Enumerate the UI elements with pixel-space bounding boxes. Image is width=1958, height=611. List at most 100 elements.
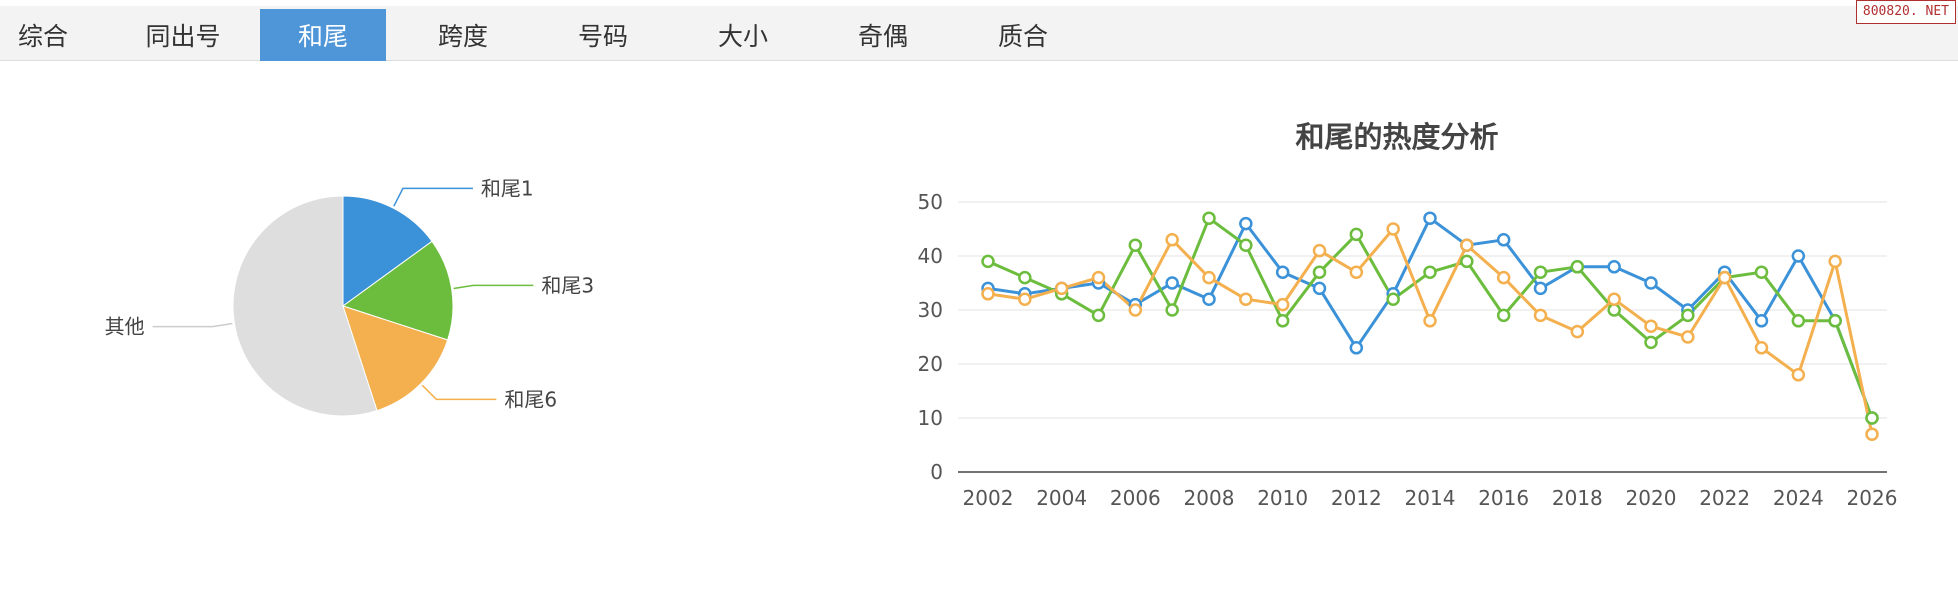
data-point bbox=[1644, 335, 1658, 350]
data-point bbox=[1754, 314, 1769, 328]
x-tick-label: 2004 bbox=[1036, 486, 1087, 510]
data-point bbox=[1386, 292, 1400, 306]
data-point bbox=[1423, 265, 1437, 279]
data-point bbox=[1275, 314, 1290, 328]
data-point bbox=[1423, 314, 1437, 328]
tab-sum-tail[interactable]: 和尾 bbox=[260, 9, 386, 61]
data-point bbox=[1791, 249, 1806, 263]
tab-odd-even[interactable]: 奇偶 bbox=[857, 22, 908, 51]
tab-prime-composite[interactable]: 质合 bbox=[997, 22, 1048, 51]
pie-label: 和尾1 bbox=[481, 176, 534, 200]
pie-slice bbox=[341, 240, 454, 341]
data-point bbox=[1828, 254, 1842, 269]
x-tick-label: 2018 bbox=[1552, 486, 1603, 510]
x-tick-label: 2012 bbox=[1331, 486, 1382, 510]
data-point bbox=[1128, 303, 1143, 317]
pie-label: 和尾6 bbox=[504, 387, 557, 411]
data-point bbox=[1165, 276, 1179, 290]
data-point bbox=[1644, 276, 1658, 290]
data-point bbox=[1349, 265, 1364, 279]
tab-number[interactable]: 号码 bbox=[577, 22, 628, 51]
data-point bbox=[1607, 292, 1621, 306]
data-point bbox=[1054, 281, 1069, 296]
data-point bbox=[1460, 238, 1474, 252]
pie-leader-line bbox=[152, 322, 233, 328]
data-point bbox=[1312, 243, 1327, 258]
data-point bbox=[1496, 233, 1511, 247]
site-watermark: 800820. NET bbox=[1855, 0, 1956, 24]
pie-chart: 和尾1 和尾3 和尾6 其他 bbox=[105, 176, 594, 417]
data-point bbox=[1570, 260, 1585, 274]
data-point bbox=[1681, 308, 1695, 323]
data-point bbox=[1533, 265, 1548, 279]
tab-big-small[interactable]: 大小 bbox=[717, 22, 768, 51]
data-point bbox=[1312, 281, 1327, 296]
data-point bbox=[1091, 308, 1106, 323]
data-point bbox=[981, 287, 995, 301]
data-point bbox=[1386, 222, 1400, 236]
data-point bbox=[1607, 303, 1621, 317]
x-tick-label: 2010 bbox=[1257, 486, 1308, 510]
data-point bbox=[1312, 265, 1327, 279]
data-point bbox=[1791, 314, 1806, 328]
x-tick-label: 2008 bbox=[1184, 486, 1235, 510]
data-point bbox=[1275, 297, 1290, 312]
line-chart: 和尾的热度分析 0 10 20 30 40 50 2002 2004 2006 2008 2010 2… bbox=[918, 120, 1898, 510]
y-tick-label: 10 bbox=[918, 406, 943, 430]
pie-leader-line bbox=[453, 284, 534, 290]
x-tick-label: 2020 bbox=[1626, 486, 1677, 510]
pie-label: 其他 bbox=[105, 315, 145, 339]
data-point bbox=[1239, 292, 1253, 306]
data-point bbox=[1865, 411, 1879, 425]
data-point bbox=[1460, 254, 1474, 269]
x-tick-label: 2016 bbox=[1478, 486, 1529, 510]
data-point bbox=[1275, 265, 1290, 279]
data-point bbox=[1533, 308, 1548, 323]
data-point bbox=[1239, 238, 1253, 252]
pie-slice bbox=[342, 305, 449, 412]
data-point bbox=[1349, 227, 1364, 242]
data-point bbox=[1644, 319, 1658, 333]
data-point bbox=[1865, 427, 1879, 441]
data-point bbox=[1165, 233, 1179, 247]
data-point bbox=[1091, 270, 1106, 285]
x-tick-label: 2022 bbox=[1699, 486, 1750, 510]
data-point bbox=[1607, 260, 1621, 274]
data-point bbox=[1349, 341, 1364, 355]
pie-label: 和尾3 bbox=[541, 273, 594, 297]
data-point bbox=[1681, 330, 1695, 344]
data-point bbox=[1754, 265, 1769, 279]
x-tick-label: 2006 bbox=[1110, 486, 1161, 510]
y-tick-label: 30 bbox=[918, 298, 943, 322]
data-point bbox=[1496, 270, 1511, 285]
tab-same-number[interactable]: 同出号 bbox=[145, 22, 221, 51]
data-point bbox=[1791, 368, 1806, 382]
data-point bbox=[1570, 324, 1585, 339]
data-point bbox=[1018, 292, 1032, 306]
x-tick-label: 2024 bbox=[1773, 486, 1824, 510]
tab-bar: 综合 同出号 和尾 跨度 号码 大小 奇偶 质合 bbox=[0, 6, 1958, 61]
pie-leader-line bbox=[421, 384, 497, 401]
data-point bbox=[1202, 211, 1216, 225]
data-point bbox=[981, 254, 995, 269]
data-point bbox=[1239, 216, 1253, 231]
data-point bbox=[1202, 292, 1216, 306]
series-line bbox=[987, 227, 1874, 435]
tab-comprehensive[interactable]: 综合 bbox=[17, 22, 68, 51]
y-tick-label: 50 bbox=[918, 190, 943, 214]
data-point bbox=[1165, 303, 1179, 317]
data-point bbox=[1128, 238, 1143, 252]
tab-span[interactable]: 跨度 bbox=[437, 22, 488, 51]
x-tick-label: 2014 bbox=[1405, 486, 1456, 510]
data-point bbox=[1018, 270, 1032, 285]
y-tick-label: 20 bbox=[918, 352, 943, 376]
y-tick-label: 0 bbox=[930, 460, 943, 484]
data-point bbox=[1496, 308, 1511, 323]
data-point bbox=[1423, 211, 1437, 225]
y-tick-label: 40 bbox=[918, 244, 943, 268]
data-point bbox=[1828, 314, 1842, 328]
chart-title: 和尾的热度分析 bbox=[1295, 120, 1498, 154]
x-tick-label: 2002 bbox=[963, 486, 1014, 510]
data-point bbox=[1202, 270, 1216, 285]
pie-slice bbox=[232, 195, 378, 417]
